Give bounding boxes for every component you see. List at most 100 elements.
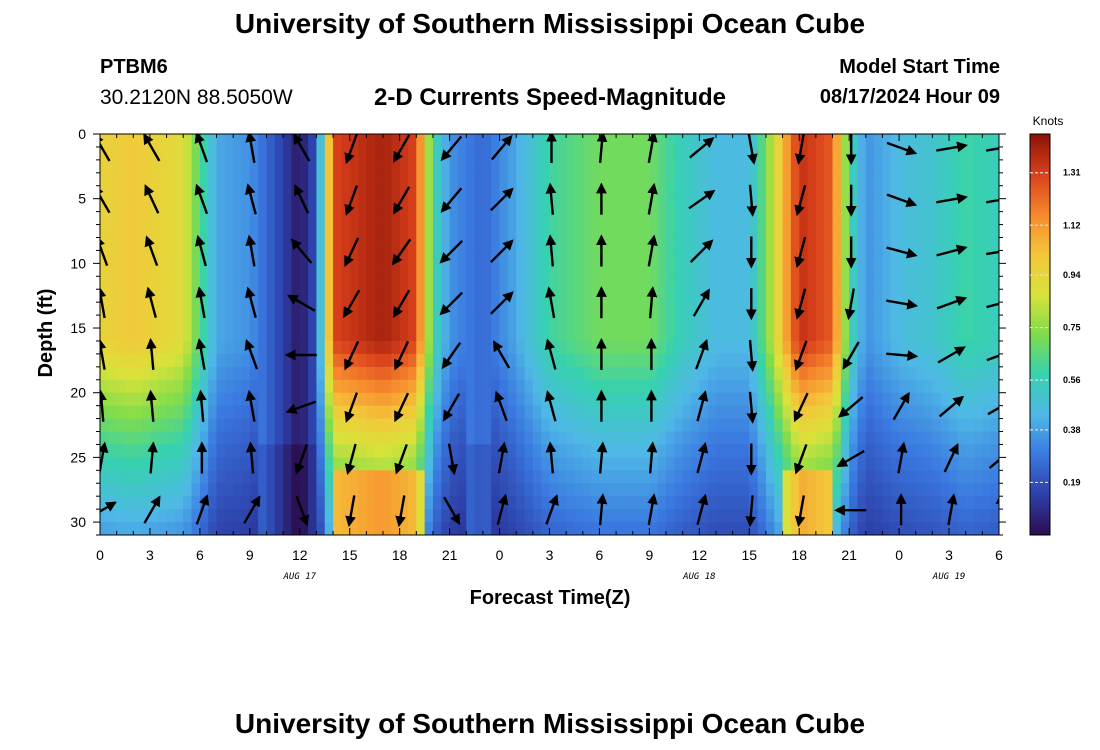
heatmap-cell [641,198,650,213]
current-vector-arrow [391,238,412,266]
heatmap-cell [757,522,767,535]
heatmap-cell [724,211,734,226]
heatmap-cell [890,418,900,433]
heatmap-cell [532,276,542,290]
heatmap-cell [666,328,675,342]
current-vector-arrow [794,288,807,320]
heatmap-cell [532,366,542,381]
heatmap-cell [607,172,617,187]
heatmap-cell [366,405,376,420]
heatmap-cell [124,198,134,213]
heatmap-cell [940,457,950,471]
heatmap-cell [449,483,459,497]
heatmap-cell [607,522,617,535]
heatmap-cell [233,263,243,277]
heatmap-cell [449,211,459,226]
heatmap-cell [166,405,176,420]
heatmap-cell [990,172,999,187]
heatmap-cell [566,509,576,523]
heatmap-cell [133,237,143,252]
heatmap-cell [391,224,401,239]
heatmap-cell [199,509,209,523]
heatmap-cell [308,470,318,484]
heatmap-cell [249,509,259,523]
heatmap-cell [691,340,700,355]
heatmap-cell [591,431,601,446]
heatmap-cell [482,431,492,446]
heatmap-cell [174,315,184,329]
heatmap-cell [266,509,276,523]
heatmap-cell [258,353,268,368]
heatmap-cell [349,470,359,484]
heatmap-cell [599,509,609,523]
heatmap-cell [374,302,384,316]
heatmap-cell [566,237,576,252]
heatmap-cell [174,302,184,316]
heatmap-cell [691,496,700,510]
heatmap-cell [100,263,109,277]
heatmap-cell [399,224,409,239]
heatmap-cell [391,185,401,200]
heatmap-cell [507,418,517,433]
heatmap-cell [691,211,700,226]
heatmap-cell [183,431,193,446]
heatmap-cell [557,224,567,239]
heatmap-cell [124,250,134,264]
heatmap-cell [333,276,342,290]
heatmap-cell [291,315,301,329]
heatmap-cell [183,483,193,497]
heatmap-cell [982,405,992,420]
heatmap-cell [899,276,909,290]
heatmap-cell [874,418,884,433]
heatmap-cell [224,302,234,316]
heatmap-cell [990,483,999,497]
heatmap-cell [516,289,526,303]
heatmap-cell [474,224,484,239]
heatmap-cell [974,146,983,161]
heatmap-cell [865,172,875,187]
heatmap-cell [982,211,992,226]
heatmap-cell [491,263,501,277]
heatmap-cell [324,418,334,433]
heatmap-cell [616,366,626,381]
heatmap-cell [358,146,367,161]
heatmap-cell [974,431,983,446]
heatmap-cell [974,340,983,355]
heatmap-cell [258,483,268,497]
heatmap-cell [199,405,209,420]
heatmap-cell [924,146,933,161]
heatmap-cell [100,405,109,420]
heatmap-cell [849,366,859,381]
heatmap-cell [374,483,384,497]
heatmap-cell [274,134,284,148]
heatmap-cell [532,250,542,264]
heatmap-cell [233,198,243,213]
heatmap-cell [591,263,601,277]
heatmap-cell [324,509,334,523]
heatmap-cell [924,315,933,329]
heatmap-cell [782,392,792,407]
heatmap-cell [407,392,417,407]
heatmap-cell [940,470,950,484]
heatmap-cell [308,405,318,420]
heatmap-cell [982,496,992,510]
heatmap-cell [407,431,417,446]
heatmap-cell [316,522,326,535]
heatmap-cell [341,470,351,484]
current-vector-arrow [647,182,658,215]
heatmap-cell [591,146,601,161]
heatmap-cell [574,431,584,446]
heatmap-cell [666,444,675,458]
heatmap-cell [724,418,734,433]
heatmap-cell [407,224,417,239]
heatmap-cell [965,509,975,523]
heatmap-cell [366,302,376,316]
heatmap-cell [566,198,576,213]
y-tick-label: 20 [70,385,86,401]
heatmap-cell [466,444,476,458]
heatmap-cell [424,185,434,200]
current-vector-arrow [794,495,806,528]
heatmap-cell [807,483,817,497]
heatmap-cell [957,522,967,535]
heatmap-cell [341,172,351,187]
